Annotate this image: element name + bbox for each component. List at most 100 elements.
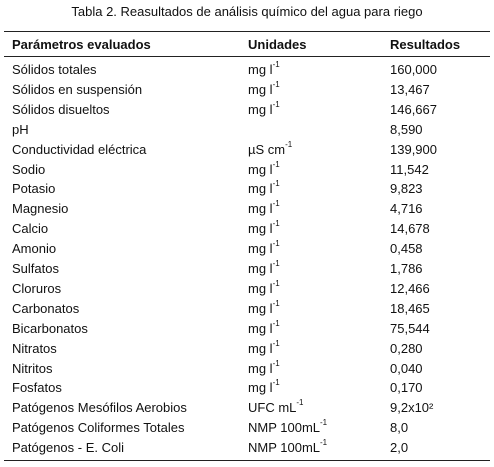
- unit-exponent: -1: [272, 60, 280, 69]
- parameter: Potasio: [12, 181, 56, 197]
- result: 9,2x10²: [390, 400, 434, 416]
- parameter: Bicarbonatos: [12, 320, 88, 336]
- result: 139,900: [390, 141, 437, 157]
- unit: mg l-1: [248, 179, 280, 197]
- parameter: Magnesio: [12, 201, 69, 217]
- result: 8,590: [390, 121, 423, 137]
- unit-exponent: -1: [272, 79, 280, 89]
- unit-text: NMP 100mL: [248, 440, 321, 456]
- result: 0,458: [390, 241, 423, 257]
- parameter: Nitratos: [12, 340, 57, 356]
- unit-text: mg l: [248, 81, 273, 97]
- parameter: Sólidos disueltos: [12, 101, 110, 117]
- result: 4,716: [390, 201, 423, 217]
- result: 0,280: [390, 340, 423, 356]
- parameter: Cloruros: [12, 280, 62, 296]
- parameter: Conductividad eléctrica: [12, 141, 147, 157]
- unit: mg l-1: [248, 259, 280, 277]
- unit-exponent: -1: [272, 378, 280, 388]
- parameter: Amonio: [12, 241, 57, 257]
- header-rule: [4, 56, 490, 57]
- bottom-rule: [4, 460, 490, 461]
- unit: mg l-1: [248, 318, 280, 337]
- unit-text: mg l: [248, 320, 273, 336]
- unit-exponent: -1: [272, 199, 280, 209]
- unit-text: µS cm: [248, 141, 286, 157]
- result: 160,000: [390, 62, 437, 77]
- result: 2,0: [390, 440, 409, 456]
- unit: mg l-1: [248, 79, 280, 98]
- unit-exponent: -1: [320, 438, 328, 448]
- parameter: Patógenos Coliformes Totales: [12, 420, 185, 436]
- unit-exponent: -1: [272, 358, 280, 368]
- table-title: Tabla 2. Reasultados de análisis químico…: [71, 4, 423, 19]
- result: 14,678: [390, 221, 430, 237]
- unit: mg l-1: [248, 219, 280, 237]
- unit-exponent: -1: [320, 418, 328, 428]
- unit-text: mg l: [248, 241, 273, 257]
- unit-text: UFC mL: [248, 400, 297, 416]
- unit-text: mg l: [248, 201, 273, 217]
- result: 11,542: [390, 161, 429, 177]
- parameter: Sodio: [12, 161, 46, 177]
- unit-text: mg l: [248, 360, 273, 376]
- unit-exponent: -1: [272, 259, 280, 268]
- unit-exponent: -1: [272, 298, 280, 308]
- unit: mg l-1: [248, 60, 280, 78]
- unit-exponent: -1: [272, 318, 280, 328]
- parameter: pH: [12, 121, 29, 137]
- header-result: Resultados: [390, 37, 461, 52]
- result: 12,466: [390, 280, 430, 296]
- unit: mg l-1: [248, 278, 280, 297]
- unit-exponent: -1: [296, 398, 304, 408]
- unit-exponent: -1: [272, 99, 280, 109]
- unit-exponent: -1: [272, 239, 280, 249]
- result: 13,467: [390, 81, 430, 97]
- unit: µS cm-1: [248, 139, 293, 158]
- parameter: Nitritos: [12, 360, 53, 376]
- parameter: Sólidos totales: [12, 62, 97, 77]
- unit-exponent: -1: [272, 179, 280, 189]
- unit-text: mg l: [248, 261, 273, 276]
- unit: NMP 100mL-1: [248, 438, 328, 456]
- header-unit: Unidades: [248, 37, 307, 52]
- unit: mg l-1: [248, 358, 280, 377]
- unit-text: mg l: [248, 181, 273, 197]
- result: 18,465: [390, 300, 430, 316]
- unit: mg l-1: [248, 159, 280, 178]
- unit-exponent: -1: [272, 219, 280, 229]
- top-rule: [4, 31, 490, 32]
- parameter: Sulfatos: [12, 261, 59, 276]
- unit: NMP 100mL-1: [248, 418, 328, 436]
- header-parameter: Parámetros evaluados: [12, 37, 151, 52]
- unit-text: mg l: [248, 161, 273, 177]
- unit-text: mg l: [248, 380, 273, 396]
- unit-exponent: -1: [285, 139, 293, 149]
- parameter: Sólidos en suspensión: [12, 81, 143, 97]
- unit: mg l-1: [248, 239, 280, 257]
- unit-text: mg l: [248, 221, 273, 237]
- result: 0,170: [390, 380, 423, 396]
- unit-text: mg l: [248, 280, 273, 296]
- unit: mg l-1: [248, 99, 280, 118]
- unit-exponent: -1: [272, 278, 280, 288]
- result: 0,040: [390, 360, 423, 376]
- unit-text: mg l: [248, 340, 273, 356]
- unit-exponent: -1: [272, 338, 280, 348]
- parameter: Calcio: [12, 221, 49, 237]
- parameter: Carbonatos: [12, 300, 80, 316]
- unit-exponent: -1: [272, 159, 280, 169]
- parameter: Fosfatos: [12, 380, 62, 396]
- unit-text: mg l: [248, 62, 273, 77]
- unit: mg l-1: [248, 199, 280, 217]
- parameter: Patógenos Mesófilos Aerobios: [12, 400, 187, 416]
- result: 8,0: [390, 420, 409, 436]
- unit: UFC mL-1: [248, 398, 304, 416]
- unit: mg l-1: [248, 298, 280, 317]
- result: 146,667: [390, 101, 437, 117]
- unit: mg l-1: [248, 338, 280, 357]
- unit-text: mg l: [248, 300, 273, 316]
- result: 1,786: [390, 261, 423, 276]
- unit: mg l-1: [248, 378, 280, 396]
